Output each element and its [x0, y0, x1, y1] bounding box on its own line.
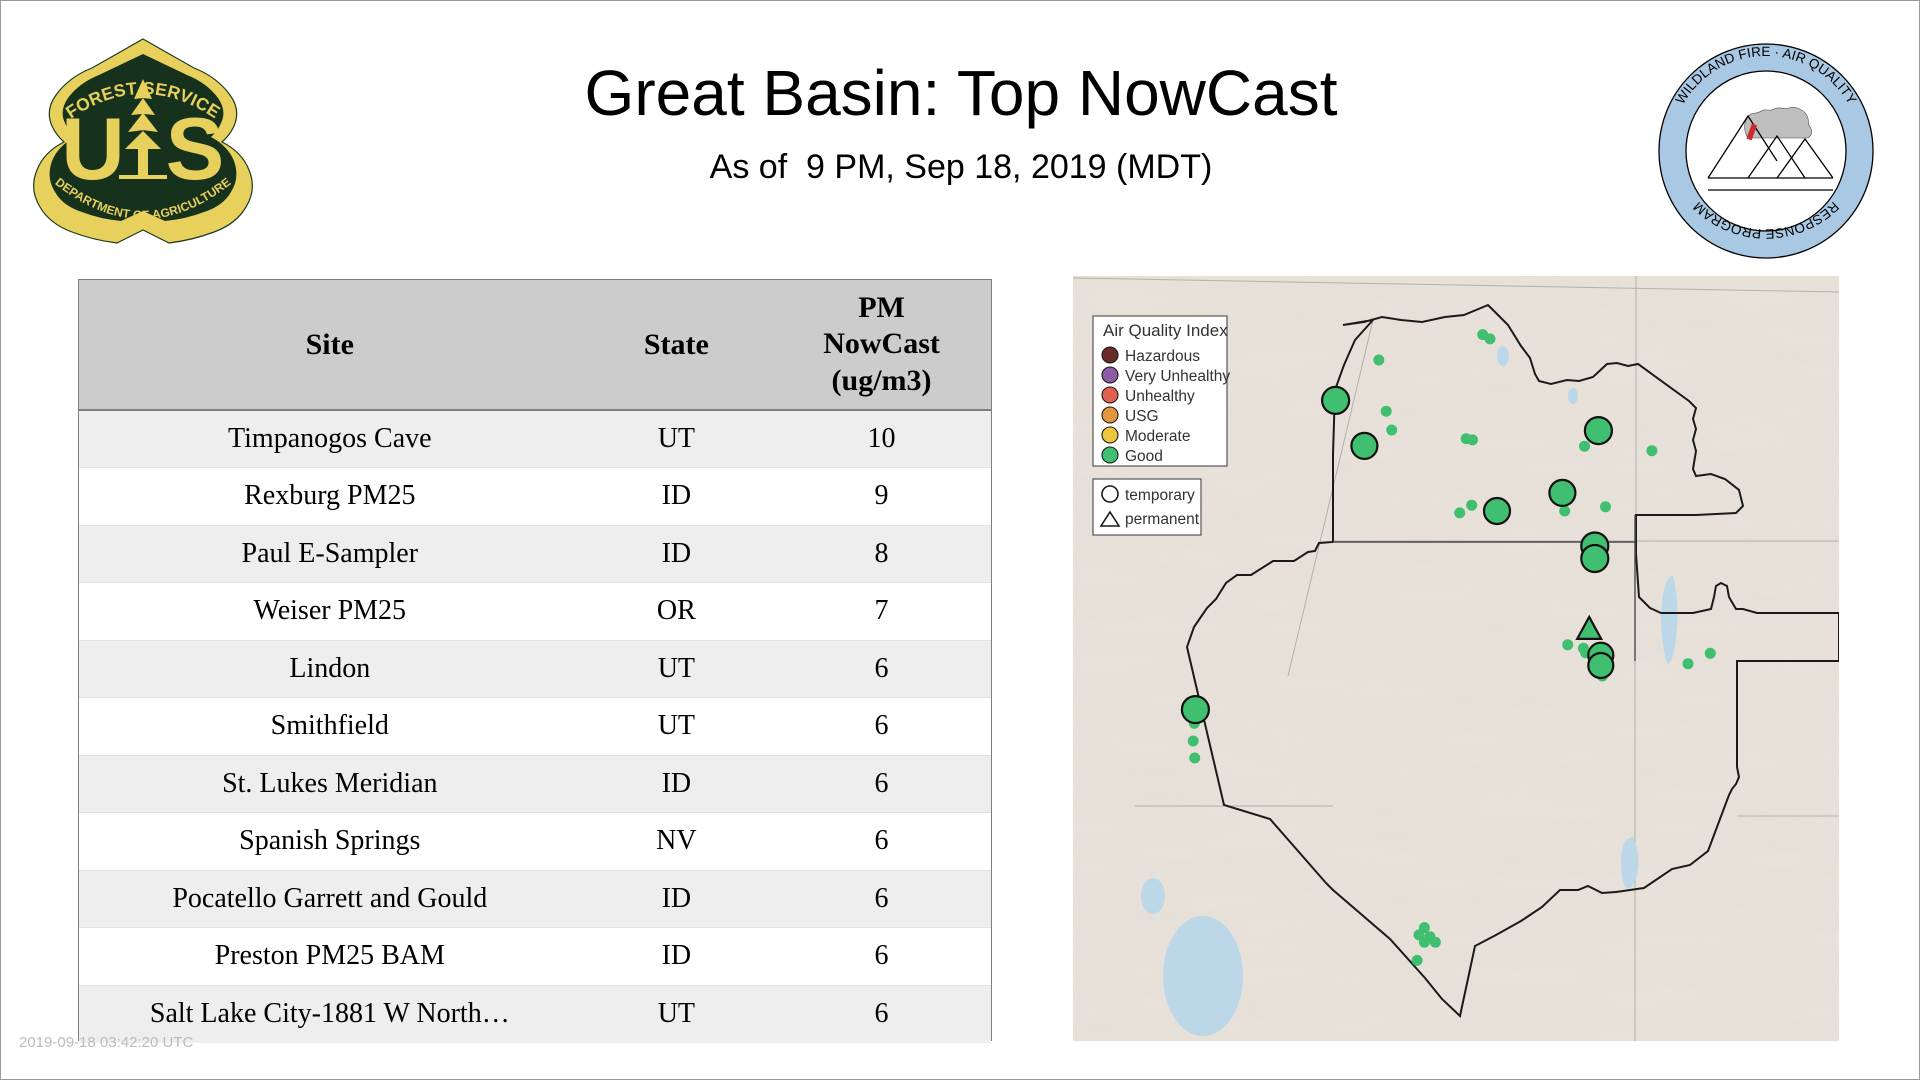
svg-text:Air Quality Index: Air Quality Index	[1103, 321, 1228, 340]
svg-text:Hazardous: Hazardous	[1125, 348, 1200, 365]
svg-text:Good: Good	[1125, 448, 1163, 465]
svg-text:temporary: temporary	[1125, 487, 1195, 504]
svg-text:Moderate: Moderate	[1125, 428, 1190, 445]
svg-text:permanent: permanent	[1125, 511, 1200, 528]
svg-text:USG: USG	[1125, 408, 1159, 425]
svg-text:Unhealthy: Unhealthy	[1125, 388, 1195, 405]
svg-text:Very Unhealthy: Very Unhealthy	[1125, 368, 1230, 385]
